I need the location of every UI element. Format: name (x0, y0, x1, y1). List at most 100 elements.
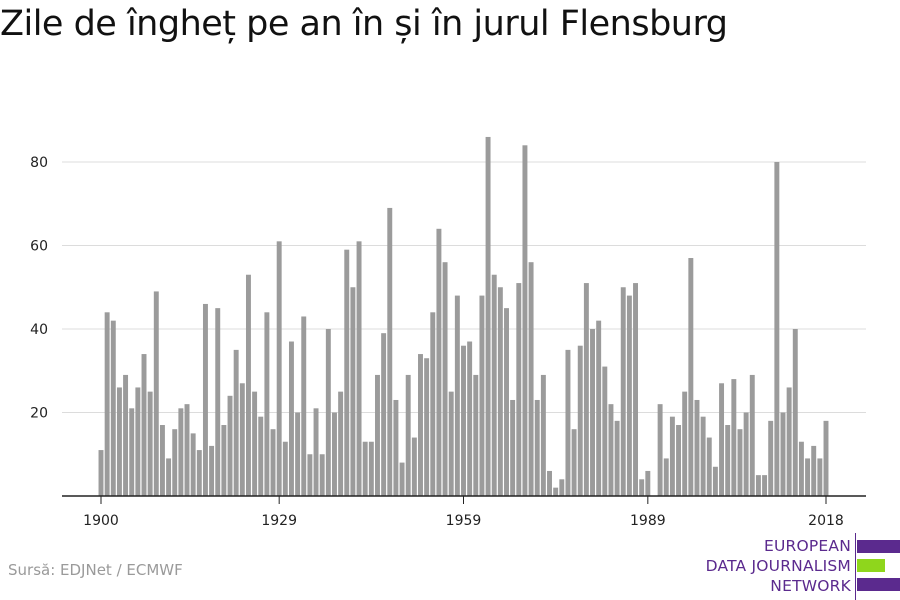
bar-1927 (264, 312, 270, 496)
x-axis-ticks: 1900 1929 1959 1989 2018 (83, 496, 844, 529)
bar-chart: 20 40 60 80 1900 1929 1959 1989 2018 (30, 136, 866, 529)
bar-2018 (823, 420, 829, 496)
bar-1946 (381, 333, 387, 496)
bar-2006 (749, 374, 755, 496)
logo-line-1: EUROPEAN (763, 537, 851, 555)
bar-2007 (755, 475, 761, 497)
bar-1931 (288, 341, 294, 496)
bar-1959 (461, 345, 466, 496)
bar-1961 (473, 374, 479, 496)
bar-1945 (375, 374, 380, 496)
bar-1934 (307, 454, 313, 496)
bar-1994 (676, 425, 682, 496)
bar-1985 (620, 287, 626, 496)
bar-1938 (332, 412, 337, 496)
bar-1991 (657, 404, 663, 496)
bar-1992 (663, 458, 669, 496)
bar-1926 (258, 416, 264, 497)
bar-1901 (104, 312, 110, 496)
bar-1986 (626, 295, 632, 496)
bars (98, 136, 829, 497)
bar-1949 (399, 462, 405, 496)
bar-1925 (252, 391, 258, 497)
bar-1947 (387, 207, 393, 496)
bar-1987 (633, 283, 638, 496)
x-tick-label-1989: 1989 (630, 513, 666, 529)
bar-1962 (479, 295, 485, 496)
bar-1920 (221, 425, 227, 496)
y-tick-label-40: 40 (30, 322, 48, 338)
bar-1922 (233, 349, 239, 497)
bar-1929 (276, 241, 282, 496)
bar-1970 (528, 262, 534, 496)
bar-2015 (805, 458, 811, 496)
bar-2009 (768, 420, 774, 496)
bar-1999 (706, 437, 712, 496)
bar-2008 (762, 475, 768, 497)
bar-1912 (172, 429, 178, 496)
bar-1943 (362, 441, 368, 496)
bar-1903 (116, 387, 122, 496)
bar-1998 (700, 416, 706, 497)
bar-1977 (571, 429, 577, 496)
bar-1906 (135, 387, 141, 496)
bar-1967 (510, 399, 516, 496)
bar-1942 (356, 241, 362, 496)
bar-1914 (184, 404, 190, 496)
bar-1963 (485, 136, 491, 496)
bar-1917 (202, 303, 208, 496)
bar-1960 (467, 341, 473, 496)
bar-1958 (454, 295, 460, 496)
bar-2003 (731, 379, 737, 496)
bar-1948 (393, 399, 399, 496)
bar-2001 (719, 383, 725, 496)
bar-1941 (350, 287, 356, 496)
logo-line-3: NETWORK (770, 577, 851, 595)
logo-bar-purple-bottom (857, 578, 900, 591)
bar-1968 (516, 283, 522, 496)
bar-1928 (270, 429, 276, 496)
bar-1978 (577, 345, 583, 496)
bar-1910 (159, 425, 165, 496)
bar-1973 (547, 470, 552, 496)
bar-2012 (786, 387, 792, 496)
bar-1971 (534, 399, 540, 496)
bar-1911 (166, 458, 172, 496)
bar-1993 (669, 416, 675, 497)
bar-1905 (129, 408, 135, 496)
x-tick-label-1929: 1929 (261, 513, 297, 529)
bar-2016 (811, 445, 817, 496)
bar-1930 (282, 441, 288, 496)
bar-1984 (614, 420, 620, 496)
edjnet-logo[interactable]: EUROPEAN DATA JOURNALISM NETWORK (690, 533, 900, 600)
bar-1937 (325, 329, 331, 496)
bar-1976 (565, 349, 571, 497)
bar-1907 (141, 354, 147, 496)
bar-1919 (215, 308, 221, 497)
bar-1935 (313, 408, 319, 496)
bar-1953 (424, 358, 430, 497)
bar-1982 (602, 366, 608, 496)
bar-2005 (743, 412, 749, 496)
bar-1923 (239, 383, 245, 496)
bar-2002 (725, 425, 731, 496)
chart-title: Zile de îngheț pe an în și în jurul Flen… (0, 4, 728, 44)
bar-1915 (190, 433, 196, 497)
bar-1965 (497, 287, 503, 496)
x-tick-label-1959: 1959 (446, 513, 482, 529)
y-tick-label-60: 60 (30, 239, 48, 255)
bar-1964 (491, 274, 497, 496)
bar-2000 (712, 466, 718, 496)
bar-1909 (153, 291, 159, 496)
logo-line-2: DATA JOURNALISM (705, 557, 851, 575)
bar-1908 (147, 391, 153, 497)
logo-bar-green (857, 559, 885, 572)
bar-1988 (639, 479, 645, 496)
bar-1951 (411, 437, 417, 496)
x-tick-label-1900: 1900 (83, 513, 119, 529)
bar-1944 (368, 441, 374, 496)
y-tick-label-20: 20 (30, 406, 48, 422)
source-note: Sursă: EDJNet / ECMWF (8, 561, 183, 579)
bar-1933 (301, 316, 307, 497)
bar-1969 (522, 145, 528, 497)
